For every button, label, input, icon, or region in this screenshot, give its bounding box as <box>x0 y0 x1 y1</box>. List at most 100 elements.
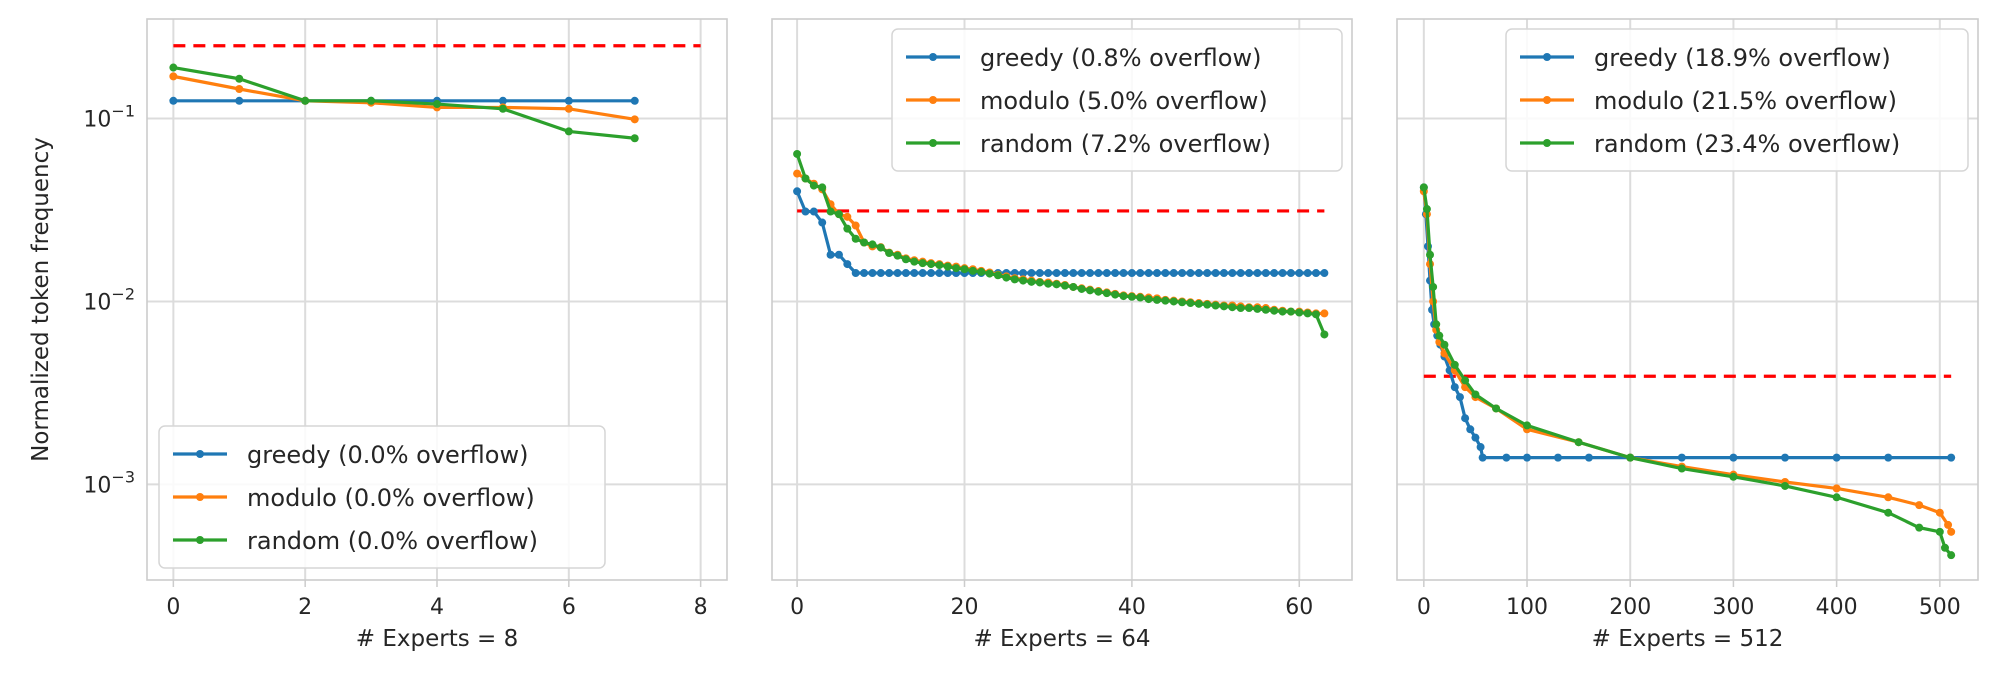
random-point <box>1169 297 1178 306</box>
legend-label-greedy: greedy (18.9% overflow) <box>1594 44 1891 72</box>
random-point <box>1492 404 1501 413</box>
random-point <box>564 127 573 136</box>
greedy-point <box>843 260 852 269</box>
greedy-point <box>1278 269 1287 278</box>
random-point <box>235 74 244 83</box>
greedy-point <box>1947 453 1956 462</box>
greedy-point <box>1102 269 1111 278</box>
y-tick-label: 10−2 <box>83 284 135 315</box>
random-point <box>843 224 852 233</box>
greedy-point <box>1295 269 1304 278</box>
modulo-point <box>1884 493 1893 502</box>
random-point <box>1523 421 1532 430</box>
x-tick-label: 20 <box>950 595 978 620</box>
greedy-point <box>1161 269 1170 278</box>
greedy-point <box>1169 269 1178 278</box>
random-point <box>1435 331 1444 340</box>
x-axis-label: # Experts = 8 <box>356 626 518 652</box>
random-point <box>960 265 969 274</box>
panel-2: 0 20 40 60 # Experts = 64 greedy (0.8% overfl… <box>771 18 1353 652</box>
greedy-point <box>1094 269 1103 278</box>
random-point <box>935 261 944 270</box>
x-tick-label: 40 <box>1118 595 1146 620</box>
panel-3: 0 100 200 300 400 500 # Experts = 512 greedy (1… <box>1396 18 1979 652</box>
greedy-point <box>169 96 178 105</box>
greedy-point <box>1219 269 1228 278</box>
random-point <box>943 262 952 271</box>
greedy-point <box>1186 269 1195 278</box>
x-axis-label: # Experts = 512 <box>1592 626 1784 652</box>
random-point <box>1320 330 1329 339</box>
random-point <box>1152 295 1161 304</box>
greedy-point <box>885 269 894 278</box>
x-tick-label: 300 <box>1712 595 1754 620</box>
modulo-point <box>793 169 802 178</box>
random-point <box>910 257 919 266</box>
x-tick-label: 200 <box>1609 595 1651 620</box>
legend-label-greedy: greedy (0.0% overflow) <box>247 441 528 469</box>
random-point <box>1295 308 1304 317</box>
random-point <box>1947 551 1956 560</box>
greedy-point <box>1584 453 1593 462</box>
random-point <box>977 267 986 276</box>
legend-label-random: random (0.0% overflow) <box>247 527 538 555</box>
random-point <box>1094 287 1103 296</box>
random-point <box>1069 282 1078 291</box>
legend-label-random: random (23.4% overflow) <box>1594 130 1900 158</box>
greedy-point <box>1136 269 1145 278</box>
random-point <box>1312 310 1321 319</box>
random-point <box>1419 183 1428 192</box>
random-point <box>1144 295 1153 304</box>
legend-box <box>891 28 1343 172</box>
modulo-point <box>1947 527 1956 536</box>
legend-label-greedy: greedy (0.8% overflow) <box>980 44 1261 72</box>
random-point <box>985 269 994 278</box>
greedy-point <box>1052 269 1061 278</box>
greedy-point <box>1320 269 1329 278</box>
random-point <box>1432 320 1441 329</box>
greedy-point <box>1553 453 1562 462</box>
greedy-point <box>918 269 927 278</box>
random-point <box>1102 289 1111 298</box>
modulo-point <box>169 72 178 81</box>
x-tick-label: 0 <box>166 595 180 620</box>
random-point <box>1119 292 1128 301</box>
x-tick-label: 60 <box>1285 595 1313 620</box>
greedy-point <box>876 269 885 278</box>
random-point <box>1194 299 1203 308</box>
x-tick-label: 8 <box>694 595 708 620</box>
greedy-point <box>1253 269 1262 278</box>
greedy-point <box>1178 269 1187 278</box>
random-point <box>1010 275 1019 284</box>
legend-marker-random <box>1543 139 1551 147</box>
y-tick-base: 10 <box>83 108 111 133</box>
legend-label-random: random (7.2% overflow) <box>980 130 1271 158</box>
random-point <box>1286 307 1295 316</box>
greedy-point <box>1119 269 1128 278</box>
greedy-point <box>1203 269 1212 278</box>
random-point <box>169 63 178 72</box>
x-tick-label: 400 <box>1816 595 1858 620</box>
y-tick-base: 10 <box>83 473 111 498</box>
modulo-line <box>173 74 635 121</box>
greedy-point <box>498 96 507 105</box>
random-point <box>1261 305 1270 314</box>
greedy-point <box>1019 269 1028 278</box>
greedy-point <box>1502 453 1511 462</box>
legend-label-modulo: modulo (5.0% overflow) <box>980 87 1268 115</box>
greedy-point <box>1303 269 1312 278</box>
greedy-point <box>1127 269 1136 278</box>
modulo-point <box>851 221 860 230</box>
greedy-point <box>851 269 860 278</box>
greedy-point <box>1111 269 1120 278</box>
random-point <box>927 260 936 269</box>
random-point <box>1677 464 1686 473</box>
random-point <box>860 238 869 247</box>
random-point <box>1035 278 1044 287</box>
greedy-point <box>860 269 869 278</box>
random-point <box>952 264 961 273</box>
random-point <box>1236 304 1245 313</box>
random-point <box>1574 438 1583 447</box>
legend-marker-modulo <box>929 96 937 104</box>
y-tick-base: 10 <box>83 290 111 315</box>
